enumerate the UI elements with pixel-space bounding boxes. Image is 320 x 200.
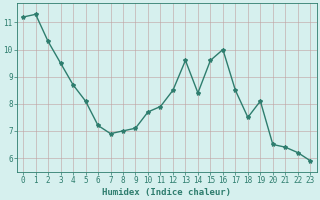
X-axis label: Humidex (Indice chaleur): Humidex (Indice chaleur) xyxy=(102,188,231,197)
